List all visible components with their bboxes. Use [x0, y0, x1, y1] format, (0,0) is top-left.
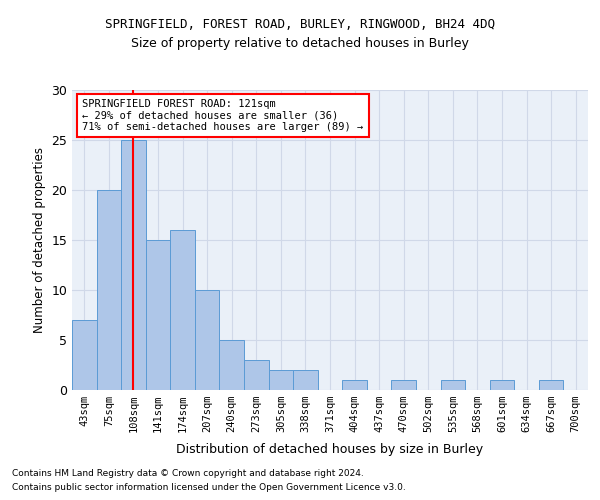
Bar — [170, 230, 195, 390]
Text: Contains HM Land Registry data © Crown copyright and database right 2024.: Contains HM Land Registry data © Crown c… — [12, 468, 364, 477]
Bar — [195, 290, 220, 390]
Bar — [293, 370, 318, 390]
Bar — [539, 380, 563, 390]
Text: Contains public sector information licensed under the Open Government Licence v3: Contains public sector information licen… — [12, 484, 406, 492]
Text: Size of property relative to detached houses in Burley: Size of property relative to detached ho… — [131, 38, 469, 51]
Bar — [72, 320, 97, 390]
Bar — [220, 340, 244, 390]
Bar — [97, 190, 121, 390]
Bar — [342, 380, 367, 390]
Bar — [121, 140, 146, 390]
X-axis label: Distribution of detached houses by size in Burley: Distribution of detached houses by size … — [176, 444, 484, 456]
Text: SPRINGFIELD FOREST ROAD: 121sqm
← 29% of detached houses are smaller (36)
71% of: SPRINGFIELD FOREST ROAD: 121sqm ← 29% of… — [82, 99, 364, 132]
Bar — [269, 370, 293, 390]
Text: SPRINGFIELD, FOREST ROAD, BURLEY, RINGWOOD, BH24 4DQ: SPRINGFIELD, FOREST ROAD, BURLEY, RINGWO… — [105, 18, 495, 30]
Bar — [146, 240, 170, 390]
Bar — [440, 380, 465, 390]
Bar — [244, 360, 269, 390]
Y-axis label: Number of detached properties: Number of detached properties — [33, 147, 46, 333]
Bar — [391, 380, 416, 390]
Bar — [490, 380, 514, 390]
